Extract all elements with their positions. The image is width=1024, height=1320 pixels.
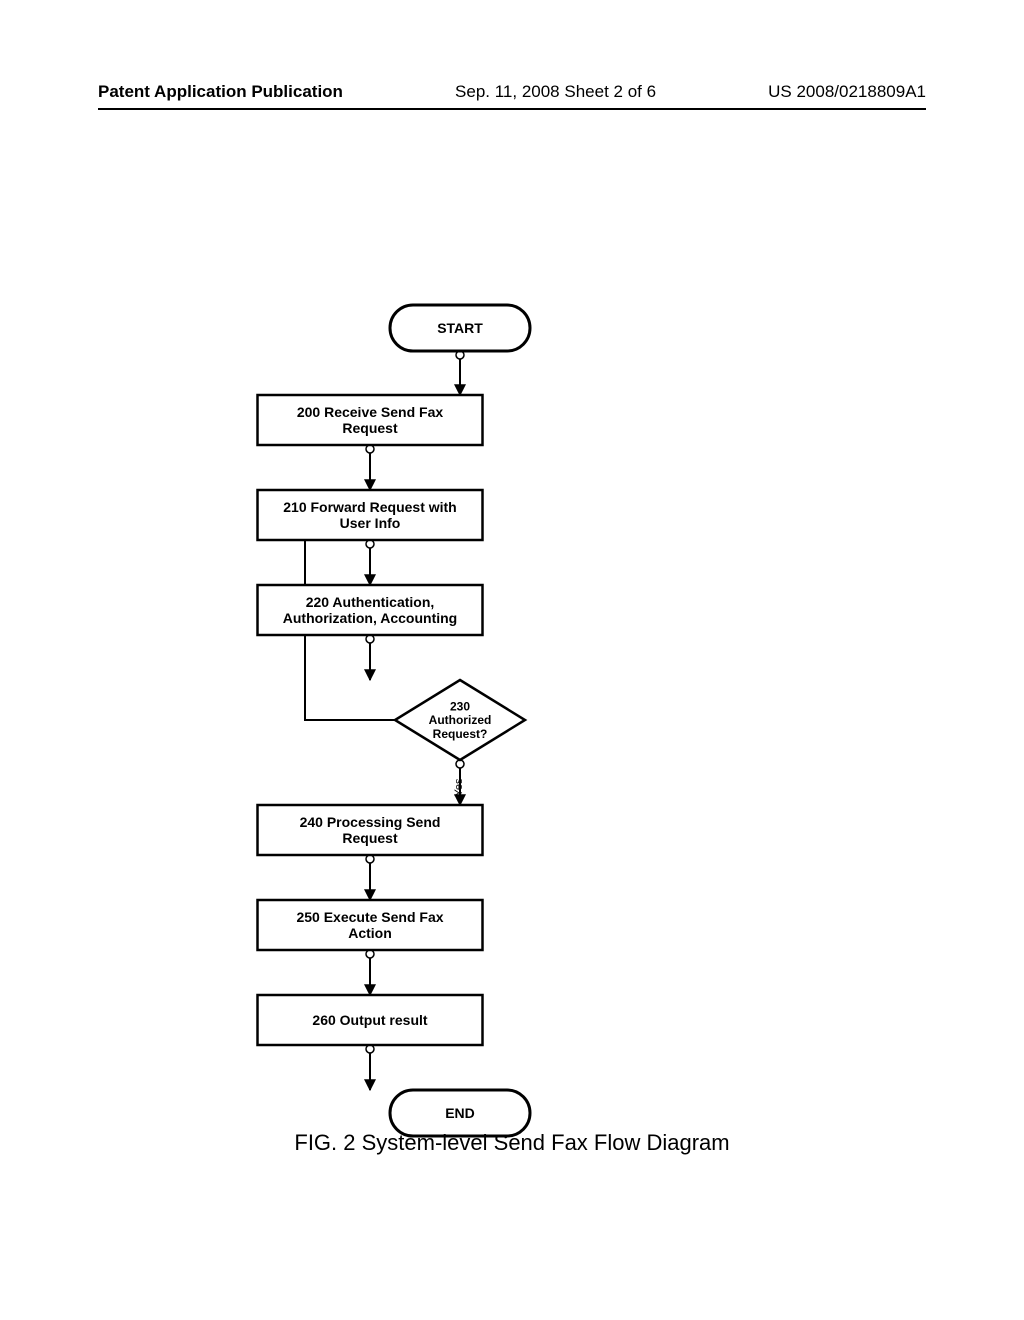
svg-text:Request?: Request? (433, 727, 488, 741)
svg-text:200 Receive Send Fax: 200 Receive Send Fax (297, 404, 444, 420)
svg-text:User Info: User Info (340, 515, 401, 531)
svg-text:Request: Request (342, 420, 398, 436)
page: Patent Application Publication Sep. 11, … (0, 0, 1024, 1320)
svg-text:240 Processing Send: 240 Processing Send (300, 814, 441, 830)
header-right: US 2008/0218809A1 (768, 82, 926, 102)
svg-text:Action: Action (348, 925, 392, 941)
header-mid: Sep. 11, 2008 Sheet 2 of 6 (455, 82, 656, 102)
flowchart: YesNoSTART200 Receive Send FaxRequest210… (0, 140, 1024, 1140)
svg-text:220 Authentication,: 220 Authentication, (306, 594, 435, 610)
svg-text:Request: Request (342, 830, 398, 846)
svg-text:210 Forward Request with: 210 Forward Request with (283, 499, 456, 515)
svg-text:END: END (445, 1105, 475, 1121)
svg-text:START: START (437, 320, 483, 336)
figure-caption: FIG. 2 System-level Send Fax Flow Diagra… (0, 1130, 1024, 1156)
header-left: Patent Application Publication (98, 82, 343, 102)
svg-text:Yes: Yes (453, 778, 465, 796)
svg-text:260 Output result: 260 Output result (312, 1012, 427, 1028)
page-header: Patent Application Publication Sep. 11, … (98, 82, 926, 110)
svg-text:Authorized: Authorized (429, 713, 492, 727)
svg-text:250 Execute Send Fax: 250 Execute Send Fax (296, 909, 443, 925)
svg-text:230: 230 (450, 699, 470, 713)
svg-text:Authorization, Accounting: Authorization, Accounting (283, 610, 457, 626)
